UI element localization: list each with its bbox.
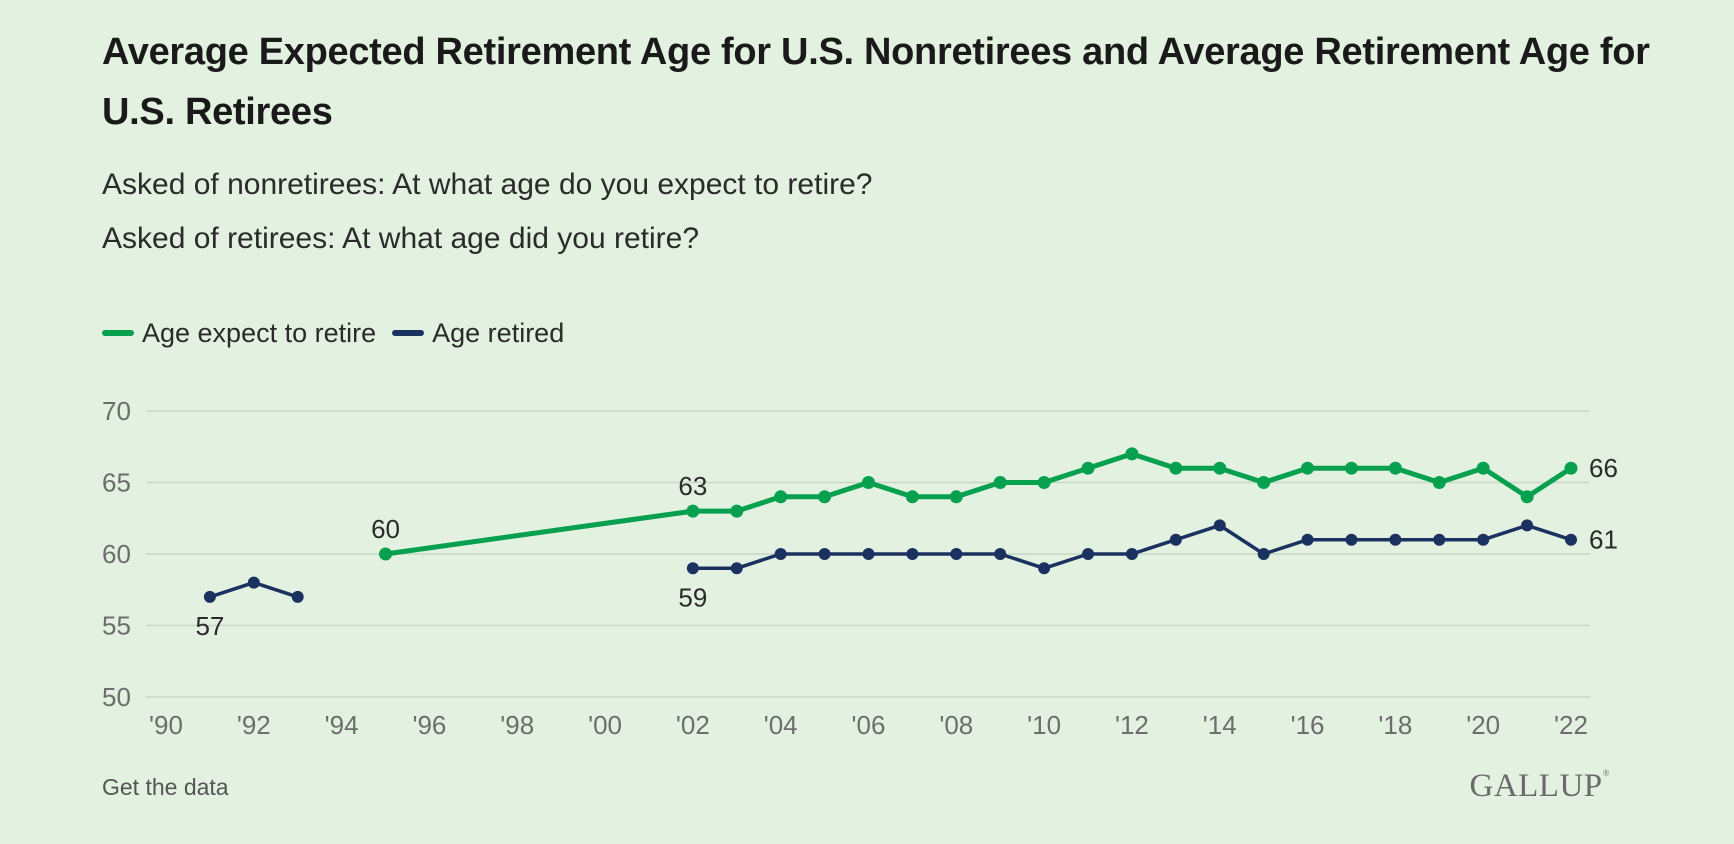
series-0-point-2021 xyxy=(1520,490,1534,504)
series-1-point-2008 xyxy=(950,548,963,560)
series-1-point-2009 xyxy=(994,548,1007,560)
series-1-point-1991 xyxy=(203,590,216,603)
series-1-point-2014 xyxy=(1213,519,1226,532)
x-tick-label-1994: '94 xyxy=(325,710,359,740)
series-0-point-2005 xyxy=(818,490,832,504)
series-0-point-2014 xyxy=(1213,461,1227,475)
series-1-point-2010 xyxy=(1038,562,1051,575)
series-1-point-2022 xyxy=(1565,533,1577,546)
series-1-point-2005 xyxy=(818,548,831,560)
x-tick-label-2022: '22 xyxy=(1554,710,1588,740)
legend-item-retired: Age retired xyxy=(392,318,564,349)
series-0-point-2020 xyxy=(1476,461,1490,475)
series-0-point-2019 xyxy=(1432,476,1446,489)
x-tick-label-2010: '10 xyxy=(1027,710,1061,740)
series-1-point-2013 xyxy=(1169,533,1182,546)
series-1-point-2021 xyxy=(1521,519,1534,532)
series-0-point-2016 xyxy=(1301,461,1315,475)
y-tick-label-65: 65 xyxy=(102,468,131,498)
x-tick-label-2000: '00 xyxy=(588,710,622,740)
chart-title: Average Expected Retirement Age for U.S.… xyxy=(102,31,1650,133)
series-1-point-2006 xyxy=(862,548,875,560)
gallup-registered-mark: ® xyxy=(1602,768,1610,778)
y-tick-label-70: 70 xyxy=(102,396,131,426)
series-1-point-2016 xyxy=(1301,533,1314,546)
get-data-link[interactable]: Get the data xyxy=(102,774,229,800)
series-0-point-1995 xyxy=(379,547,393,561)
series-0-point-2018 xyxy=(1388,461,1402,475)
legend-label-retired: Age retired xyxy=(432,317,565,348)
series-1-point-2002 xyxy=(686,562,699,575)
series-0-point-2009 xyxy=(993,476,1007,489)
x-tick-label-1996: '96 xyxy=(412,710,446,740)
series-0-point-2011 xyxy=(1081,461,1095,475)
x-tick-label-2018: '18 xyxy=(1378,710,1412,740)
series-0-data-label-1995: 60 xyxy=(371,514,400,544)
series-0-point-2010 xyxy=(1037,476,1051,489)
x-tick-label-2020: '20 xyxy=(1466,710,1500,740)
x-tick-label-2004: '04 xyxy=(764,710,798,740)
x-tick-label-1998: '98 xyxy=(500,710,534,740)
series-0-point-2015 xyxy=(1257,476,1271,489)
y-tick-label-60: 60 xyxy=(102,539,131,569)
x-tick-label-2008: '08 xyxy=(939,710,973,740)
legend-swatch-expect xyxy=(102,330,134,336)
series-0-point-2002 xyxy=(686,504,700,518)
series-1-point-2012 xyxy=(1125,548,1138,560)
series-0-point-2007 xyxy=(905,490,919,504)
series-1-point-2004 xyxy=(774,548,787,560)
x-tick-label-2006: '06 xyxy=(852,710,886,740)
series-1-data-label-1991: 57 xyxy=(195,611,224,641)
legend-item-expect: Age expect to retire xyxy=(102,318,376,349)
chart-legend: Age expect to retire Age retired xyxy=(102,316,580,350)
series-1-point-2019 xyxy=(1433,533,1446,546)
series-1-point-1992 xyxy=(247,576,260,589)
series-0-line-segment-0 xyxy=(383,451,1574,557)
series-0-point-2006 xyxy=(862,476,875,489)
x-tick-label-1992: '92 xyxy=(237,710,271,740)
series-0-point-2008 xyxy=(949,490,963,504)
legend-label-expect: Age expect to retire xyxy=(142,317,377,348)
series-0-point-2003 xyxy=(730,504,744,518)
y-tick-label-55: 55 xyxy=(102,611,131,641)
series-1-point-2003 xyxy=(730,562,743,575)
series-0-data-label-2022: 66 xyxy=(1589,453,1618,483)
series-0-point-2012 xyxy=(1125,447,1139,461)
legend-swatch-retired xyxy=(392,330,425,336)
series-1-data-label-2002: 59 xyxy=(678,582,707,612)
series-0-point-2013 xyxy=(1169,461,1183,475)
x-tick-label-2014: '14 xyxy=(1203,710,1237,740)
series-0-point-2022 xyxy=(1564,461,1578,475)
subtitle-retirees: Asked of retirees: At what age did you r… xyxy=(102,222,699,255)
series-1-point-2017 xyxy=(1345,533,1358,546)
gallup-logo: GALLUP® xyxy=(1469,768,1610,805)
series-0-point-2004 xyxy=(774,490,788,504)
series-1-point-2018 xyxy=(1389,533,1402,546)
series-1-point-2020 xyxy=(1477,533,1490,546)
subtitle-nonretirees: Asked of nonretirees: At what age do you… xyxy=(102,168,873,201)
x-tick-label-2012: '12 xyxy=(1115,710,1149,740)
series-0-data-label-2002: 63 xyxy=(678,471,707,501)
series-0-point-2017 xyxy=(1344,461,1358,475)
series-1-point-2015 xyxy=(1257,548,1270,560)
series-1-point-1993 xyxy=(291,590,304,603)
y-tick-label-50: 50 xyxy=(102,682,131,712)
x-tick-label-1990: '90 xyxy=(149,710,183,740)
series-1-data-label-2022: 61 xyxy=(1589,525,1618,555)
series-1-line-segment-1 xyxy=(691,523,1573,571)
gallup-logo-text: GALLUP xyxy=(1469,768,1603,804)
series-1-point-2007 xyxy=(906,548,919,560)
x-tick-label-2016: '16 xyxy=(1291,710,1325,740)
x-tick-label-2002: '02 xyxy=(676,710,710,740)
series-1-point-2011 xyxy=(1082,548,1095,560)
